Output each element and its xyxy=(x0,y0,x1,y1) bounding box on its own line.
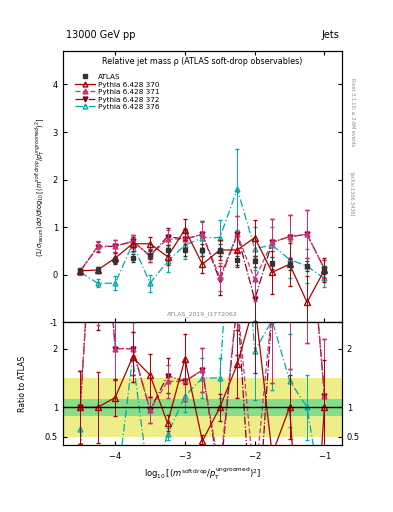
Text: [arXiv:1306.3436]: [arXiv:1306.3436] xyxy=(350,173,355,217)
Y-axis label: Ratio to ATLAS: Ratio to ATLAS xyxy=(18,356,27,412)
Y-axis label: $(1/\sigma_{resum})\,d\sigma/d\log_{10}[(m^{soft\,drop}/p_T^{ungroomed})^2]$: $(1/\sigma_{resum})\,d\sigma/d\log_{10}[… xyxy=(34,117,47,257)
X-axis label: $\log_{10}[(m^{\mathrm{soft\,drop}}/p_{\mathrm{T}}^{\mathrm{ungroomed}})^{2}]$: $\log_{10}[(m^{\mathrm{soft\,drop}}/p_{\… xyxy=(144,465,261,482)
Legend: ATLAS, Pythia 6.428 370, Pythia 6.428 371, Pythia 6.428 372, Pythia 6.428 376: ATLAS, Pythia 6.428 370, Pythia 6.428 37… xyxy=(72,71,162,113)
Text: 13000 GeV pp: 13000 GeV pp xyxy=(66,30,135,40)
Text: Rivet 3.1.10; ≥ 2.6M events: Rivet 3.1.10; ≥ 2.6M events xyxy=(350,78,355,147)
Text: ATLAS_2019_I1772062: ATLAS_2019_I1772062 xyxy=(167,311,238,317)
Text: Jets: Jets xyxy=(321,30,339,40)
Text: Relative jet mass ρ (ATLAS soft-drop observables): Relative jet mass ρ (ATLAS soft-drop obs… xyxy=(102,57,303,66)
Bar xyxy=(63,398,342,416)
Bar xyxy=(63,378,342,437)
